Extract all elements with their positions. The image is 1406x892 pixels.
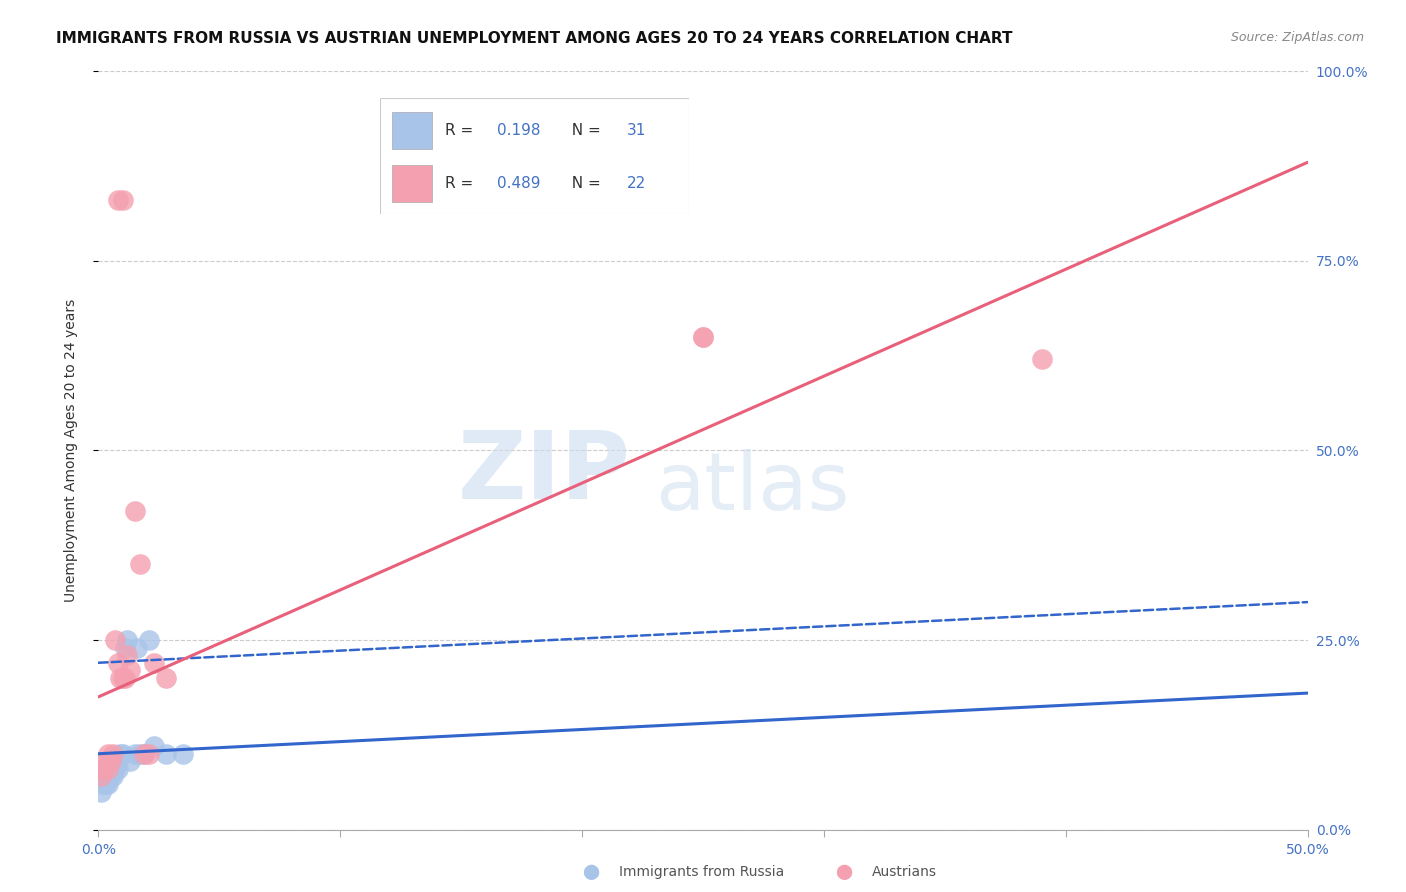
Point xyxy=(1031,352,1053,367)
Point xyxy=(124,504,146,518)
Point xyxy=(155,747,177,761)
Bar xyxy=(392,165,432,202)
Point xyxy=(134,747,156,761)
Point xyxy=(101,762,124,776)
Point xyxy=(118,664,141,678)
Text: Austrians: Austrians xyxy=(872,865,936,880)
Point xyxy=(107,656,129,670)
Point xyxy=(124,747,146,761)
Point xyxy=(127,640,149,655)
Text: 0.198: 0.198 xyxy=(498,123,541,138)
Text: atlas: atlas xyxy=(655,450,849,527)
Point xyxy=(94,777,117,791)
Point xyxy=(100,755,122,769)
Y-axis label: Unemployment Among Ages 20 to 24 years: Unemployment Among Ages 20 to 24 years xyxy=(63,299,77,602)
Text: R =: R = xyxy=(444,123,478,138)
FancyBboxPatch shape xyxy=(380,98,689,214)
Point xyxy=(100,755,122,769)
Point xyxy=(97,762,120,776)
Point xyxy=(94,769,117,784)
Point xyxy=(117,648,139,662)
Point xyxy=(101,769,124,784)
Point xyxy=(101,747,124,761)
Point xyxy=(97,762,120,776)
Text: ⬤: ⬤ xyxy=(835,864,852,880)
Text: 31: 31 xyxy=(627,123,647,138)
Point xyxy=(104,762,127,776)
Point xyxy=(107,194,129,208)
Point xyxy=(97,777,120,791)
Point xyxy=(692,330,714,344)
Point xyxy=(94,762,117,776)
Text: Immigrants from Russia: Immigrants from Russia xyxy=(619,865,785,880)
Text: ZIP: ZIP xyxy=(457,427,630,519)
Point xyxy=(111,747,134,761)
Point xyxy=(172,747,194,761)
Point xyxy=(97,769,120,784)
Point xyxy=(108,747,131,761)
Point xyxy=(114,671,136,685)
Point xyxy=(104,755,127,769)
Point xyxy=(692,330,714,344)
Point xyxy=(117,633,139,648)
Point xyxy=(114,640,136,655)
Text: N =: N = xyxy=(562,123,606,138)
Text: R =: R = xyxy=(444,177,478,192)
Point xyxy=(138,747,160,761)
Text: ⬤: ⬤ xyxy=(582,864,599,880)
Point xyxy=(143,739,166,753)
Point xyxy=(143,656,166,670)
Point xyxy=(128,747,150,761)
Point xyxy=(100,769,122,784)
Point xyxy=(97,747,120,761)
Text: 22: 22 xyxy=(627,177,647,192)
Point xyxy=(128,557,150,572)
Point xyxy=(90,769,112,784)
Text: N =: N = xyxy=(562,177,606,192)
Point xyxy=(107,762,129,776)
Text: Source: ZipAtlas.com: Source: ZipAtlas.com xyxy=(1230,31,1364,45)
Point xyxy=(118,755,141,769)
Point xyxy=(91,762,114,776)
Point xyxy=(91,762,114,776)
Point xyxy=(104,633,127,648)
Point xyxy=(134,747,156,761)
Point xyxy=(138,633,160,648)
Point xyxy=(111,194,134,208)
Text: 0.489: 0.489 xyxy=(498,177,541,192)
Point xyxy=(100,762,122,776)
Point xyxy=(91,777,114,791)
Point xyxy=(108,671,131,685)
Point xyxy=(90,785,112,799)
Point xyxy=(94,755,117,769)
Point xyxy=(111,671,134,685)
Point xyxy=(155,671,177,685)
Point xyxy=(107,755,129,769)
Bar xyxy=(392,112,432,149)
Text: IMMIGRANTS FROM RUSSIA VS AUSTRIAN UNEMPLOYMENT AMONG AGES 20 TO 24 YEARS CORREL: IMMIGRANTS FROM RUSSIA VS AUSTRIAN UNEMP… xyxy=(56,31,1012,46)
